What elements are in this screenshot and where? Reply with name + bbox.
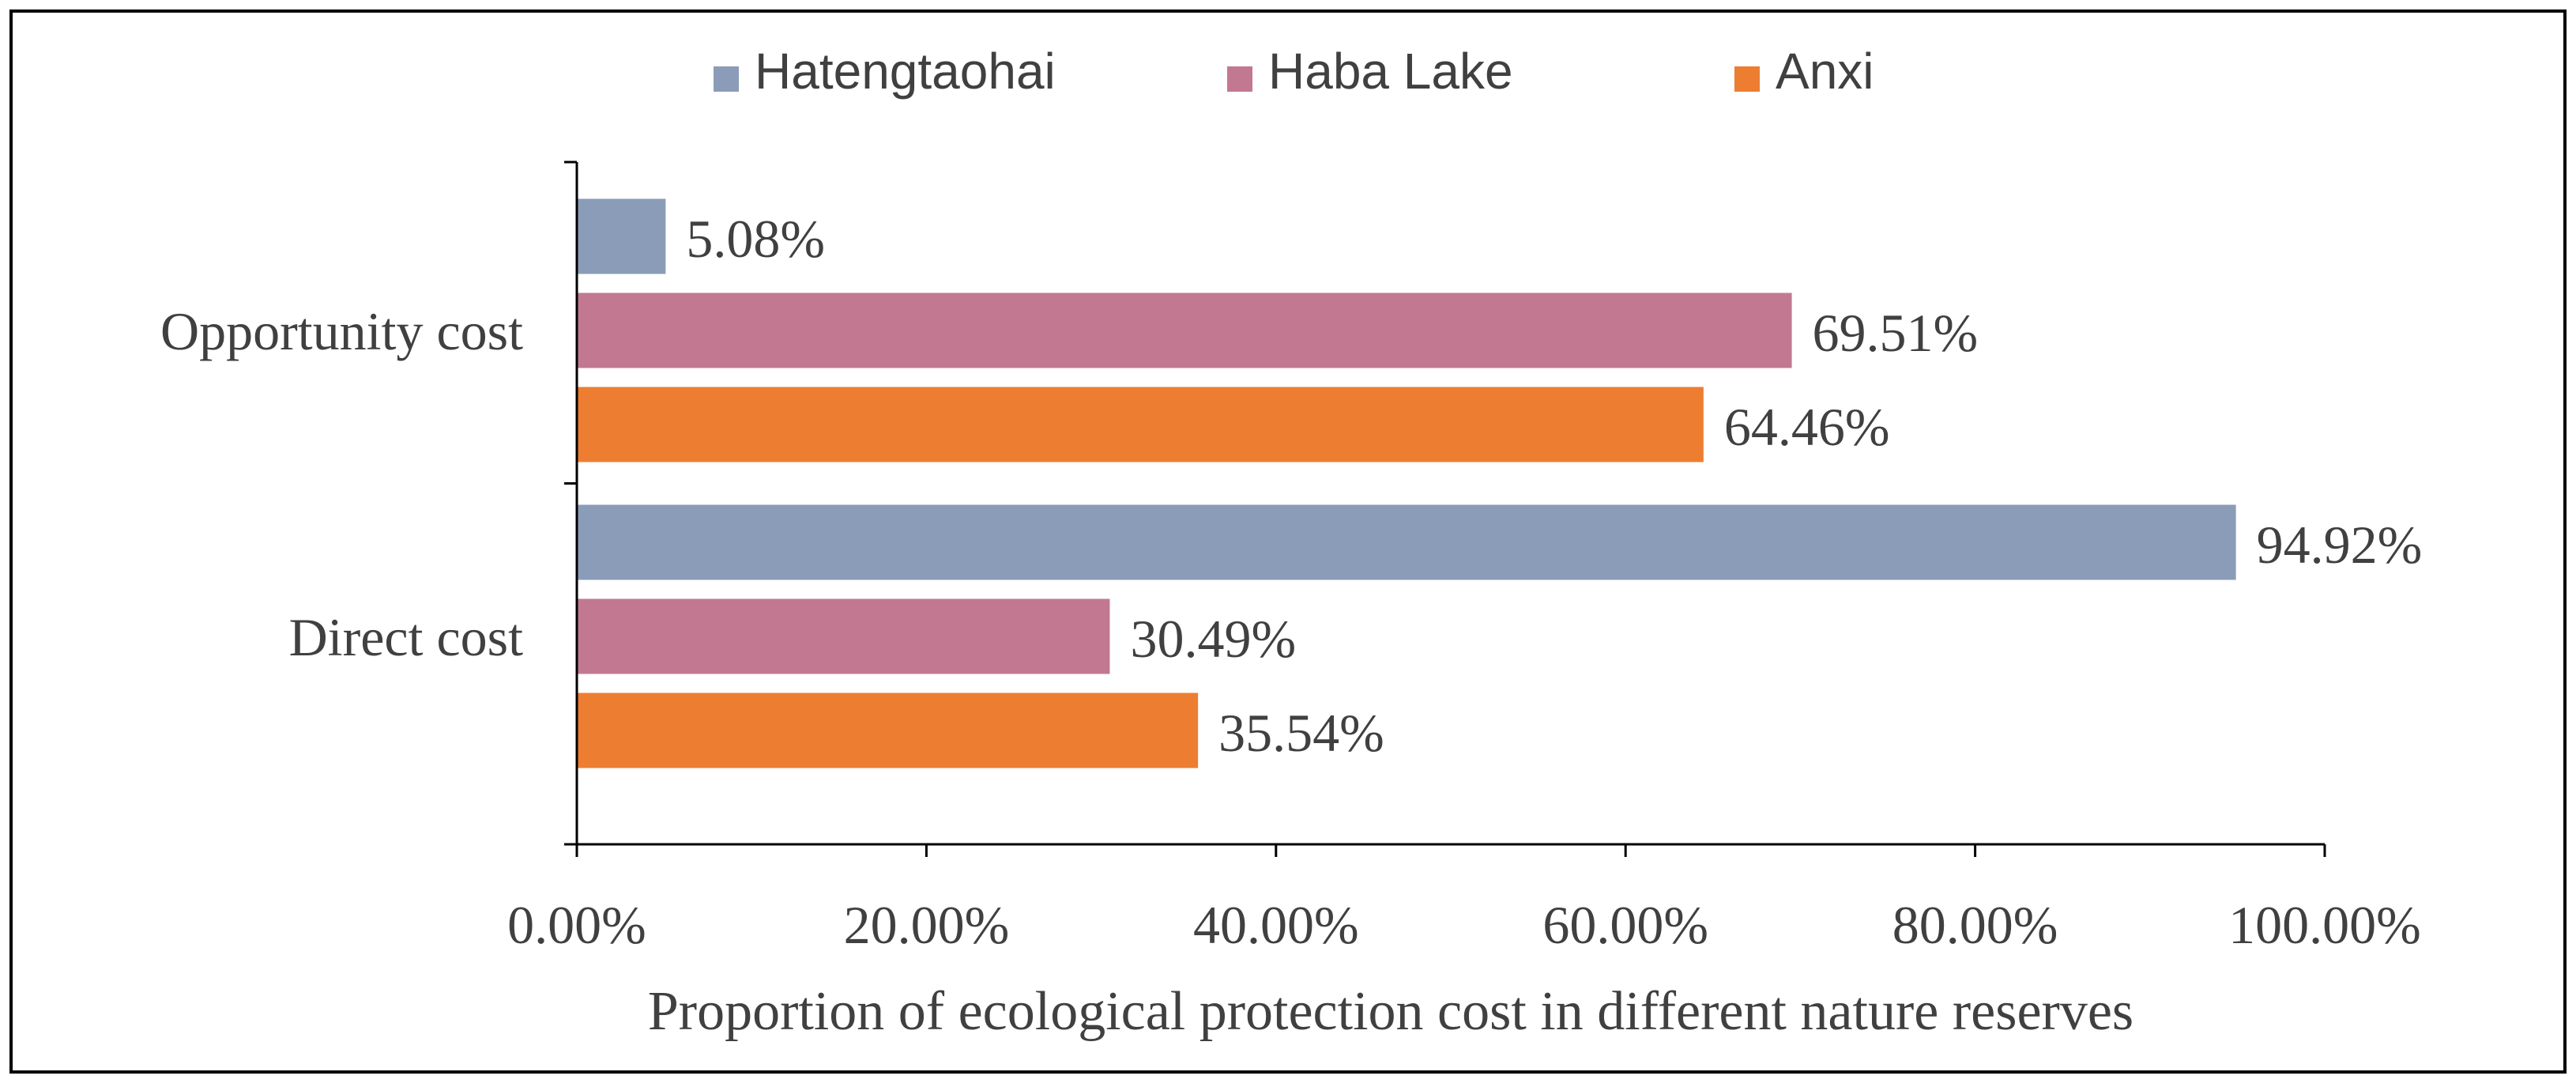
x-axis-title: Proportion of ecological protection cost… bbox=[648, 981, 2133, 1042]
data-label: 64.46% bbox=[1724, 397, 1890, 457]
x-tick-label: 0.00% bbox=[507, 895, 646, 955]
legend-swatch-hatengtaohai bbox=[714, 66, 739, 92]
x-tick-label: 100.00% bbox=[2228, 895, 2421, 955]
chart-frame bbox=[9, 9, 2567, 1074]
data-label: 69.51% bbox=[1813, 303, 1979, 363]
bar-anxi-direct-cost bbox=[577, 693, 1199, 768]
legend-swatch-anxi bbox=[1734, 66, 1760, 92]
y-tick-label: Direct cost bbox=[289, 607, 524, 667]
bars-group: 5.08% 69.51% 64.46% 94.92% 30.49% 35.54% bbox=[577, 198, 2423, 768]
legend-label: Haba Lake bbox=[1268, 43, 1513, 100]
axes-group: Opportunity cost Direct cost 0.00% 20.00% 40… bbox=[160, 160, 2421, 955]
x-tick-label: 60.00% bbox=[1542, 895, 1708, 955]
bar-haba-lake-opportunity-cost bbox=[577, 293, 1792, 368]
legend-label: Anxi bbox=[1776, 43, 1874, 100]
bar-haba-lake-direct-cost bbox=[577, 598, 1110, 674]
legend: Hatengtaohai Haba Lake Anxi bbox=[714, 43, 1874, 100]
y-tick-label: Opportunity cost bbox=[160, 301, 523, 361]
data-label: 94.92% bbox=[2257, 515, 2423, 575]
x-tick-label: 20.00% bbox=[844, 895, 1010, 955]
data-label: 30.49% bbox=[1130, 609, 1296, 669]
data-label: 35.54% bbox=[1218, 703, 1384, 763]
x-tick-label: 40.00% bbox=[1193, 895, 1359, 955]
data-label: 5.08% bbox=[686, 209, 825, 269]
bar-anxi-opportunity-cost bbox=[577, 387, 1704, 462]
legend-swatch-haba-lake bbox=[1227, 66, 1252, 92]
x-tick-label: 80.00% bbox=[1892, 895, 2058, 955]
bar-hatengtaohai-direct-cost bbox=[577, 504, 2236, 580]
bar-hatengtaohai-opportunity-cost bbox=[577, 198, 666, 274]
legend-label: Hatengtaohai bbox=[755, 43, 1056, 100]
